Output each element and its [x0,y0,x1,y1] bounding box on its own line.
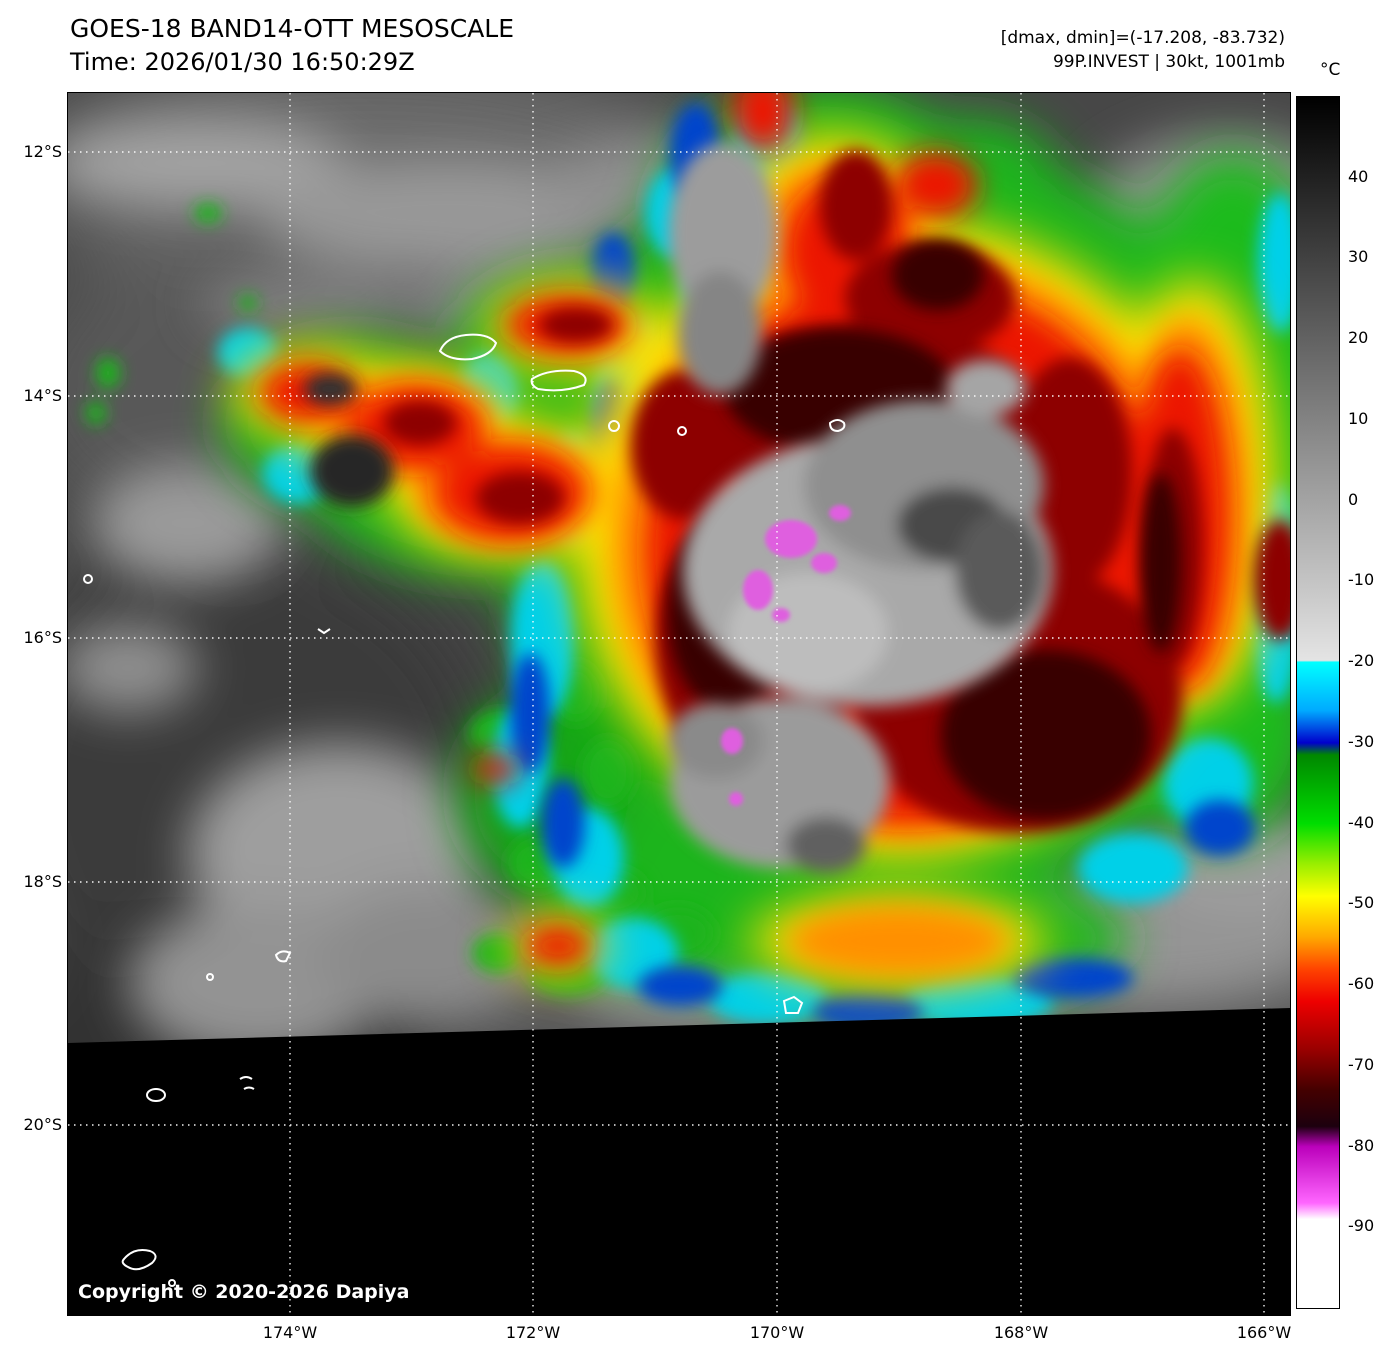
lat-tick-label: 14°S [23,386,62,405]
colorbar-tick-label: -90 [1348,1216,1375,1236]
product-title: GOES-18 BAND14-OTT MESOSCALE [70,14,515,43]
storm-info-annotation: 99P.INVEST | 30kt, 1001mb [1052,52,1285,72]
lon-tick-label: 172°W [505,1323,561,1342]
annotation-block: [dmax, dmin]=(-17.208, -83.732) 99P.INVE… [1001,26,1285,74]
colorbar-tick-label: -20 [1348,651,1375,671]
colorbar-tick-label: 40 [1348,166,1369,186]
timestamp: Time: 2026/01/30 16:50:29Z [70,48,415,76]
colorbar-tick-label: -70 [1348,1054,1375,1074]
lat-tick-label: 16°S [23,628,62,647]
colorbar [1296,96,1340,1309]
colorbar-tick-label: -60 [1348,974,1375,994]
colorbar-tick-label: -80 [1348,1135,1375,1155]
lat-tick-label: 20°S [23,1115,62,1134]
colorbar-tick-label: 10 [1348,408,1369,428]
coastline-outlines [83,333,846,1287]
colorbar-tick-label: -30 [1348,731,1375,751]
lon-tick-label: 166°W [1236,1323,1292,1342]
colorbar-tick-label: -50 [1348,893,1375,913]
lon-tick-label: 170°W [749,1323,805,1342]
colorbar-tick-label: 20 [1348,328,1369,348]
lat-tick-label: 18°S [23,872,62,891]
lon-tick-label: 174°W [262,1323,318,1342]
copyright-text: Copyright © 2020-2026 Dapiya [78,1281,410,1303]
lat-tick-label: 12°S [23,142,62,161]
satellite-map: Copyright © 2020-2026 Dapiya [67,92,1291,1316]
colorbar-tick-label: 0 [1348,489,1359,509]
colorbar-tick-label: 30 [1348,247,1369,267]
colorbar-tick-label: -10 [1348,570,1375,590]
satellite-imagery [68,93,1290,1315]
lon-tick-label: 168°W [993,1323,1049,1342]
no-data-region [68,1008,1290,1315]
colorbar-unit-label: °C [1320,60,1341,80]
dmax-dmin-annotation: [dmax, dmin]=(-17.208, -83.732) [1000,28,1285,48]
colorbar-tick-label: -40 [1348,812,1375,832]
